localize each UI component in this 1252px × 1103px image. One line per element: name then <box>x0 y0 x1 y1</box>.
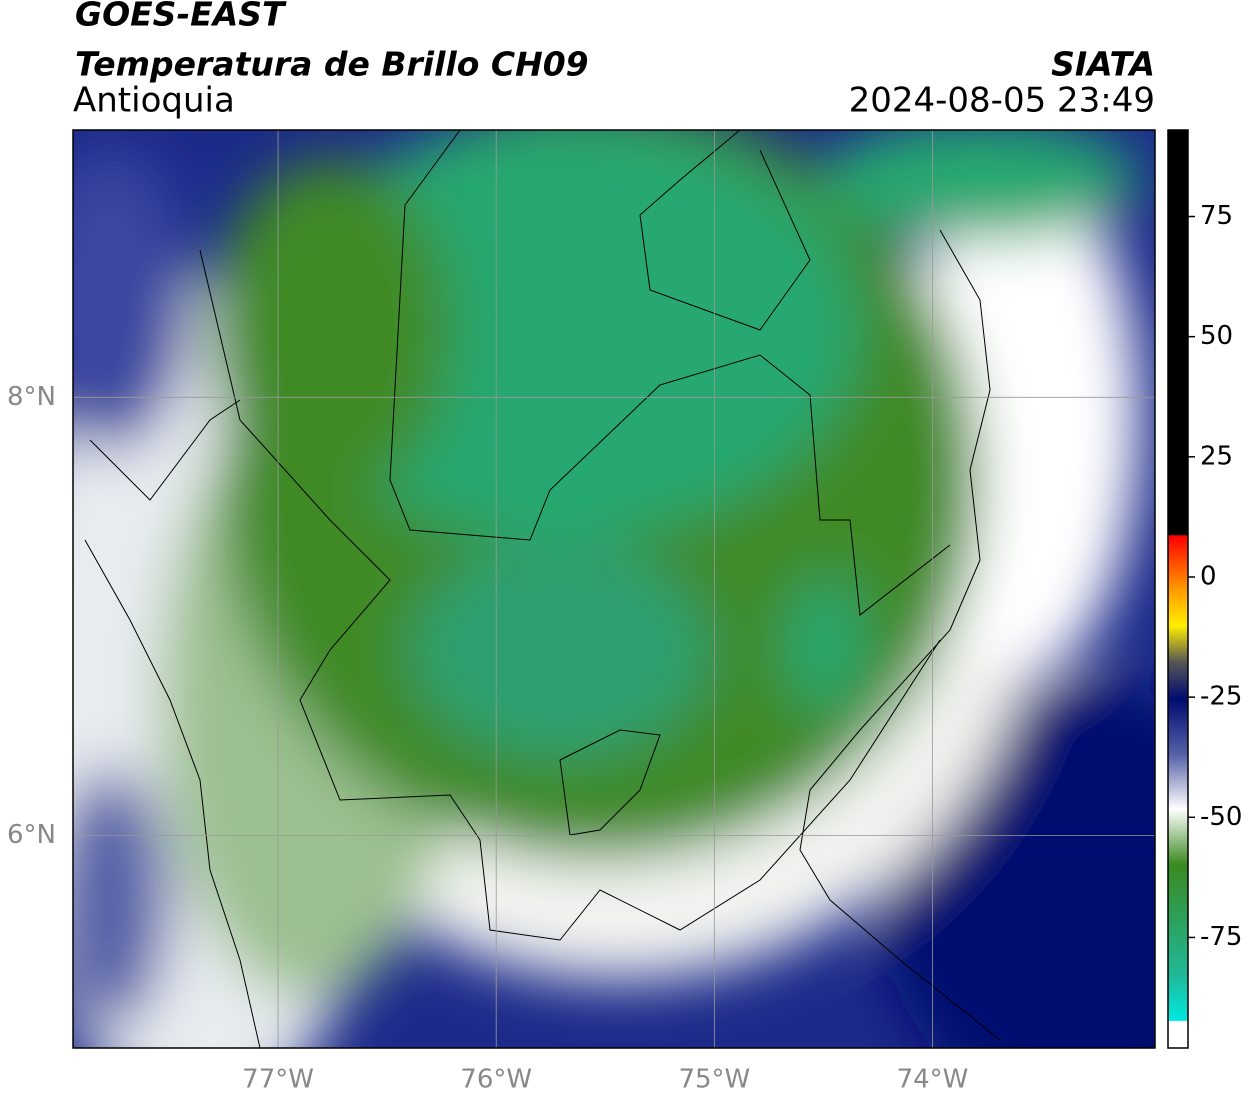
colorbar-tick-label: -50 <box>1200 802 1242 832</box>
satellite-image <box>73 130 1155 1048</box>
title: GOES-EAST <box>75 0 287 34</box>
lon-tick-label: 74°W <box>897 1065 969 1095</box>
colorbar-tick-label: 50 <box>1200 321 1233 351</box>
colorbar-tick-label: 0 <box>1200 561 1217 591</box>
colorbar-tick-label: 25 <box>1200 441 1233 471</box>
colorbar-tick-label: -25 <box>1200 682 1242 712</box>
source: SIATA <box>1051 45 1155 84</box>
region: Antioquia <box>73 81 235 121</box>
colorbar <box>1167 129 1189 1049</box>
lat-tick-label: 8°N <box>7 382 56 412</box>
datetime: 2024-08-05 23:49 <box>849 81 1155 121</box>
lon-tick-label: 76°W <box>460 1065 532 1095</box>
colorbar-tick-label: -75 <box>1200 922 1242 952</box>
lon-tick-label: 77°W <box>242 1065 314 1095</box>
borders <box>84 130 1001 1048</box>
lat-tick-label: 6°N <box>7 820 56 850</box>
map-frame <box>72 129 1156 1049</box>
lon-tick-label: 75°W <box>678 1065 750 1095</box>
colorbar-tick-label: 75 <box>1200 201 1233 231</box>
subtitle: Temperatura de Brillo CH09 <box>75 45 589 84</box>
